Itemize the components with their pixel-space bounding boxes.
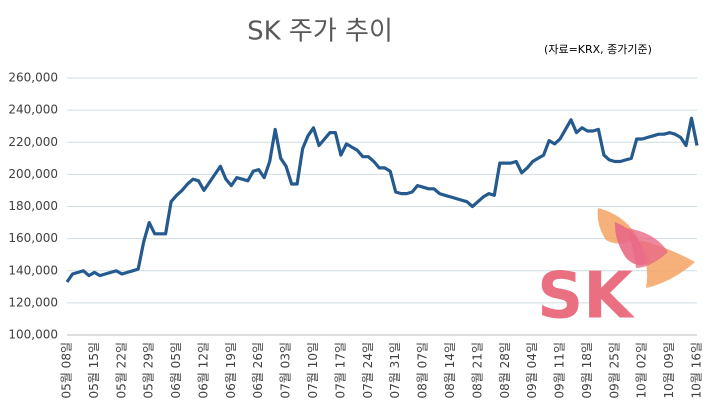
x-tick-label: 08월 28일 bbox=[498, 342, 512, 398]
x-tick-label: 07월 03일 bbox=[279, 342, 293, 398]
source-note: (자료=KRX, 종가기준) bbox=[544, 43, 652, 56]
y-tick-label: 160,000 bbox=[8, 231, 58, 245]
x-tick-label: 05월 29일 bbox=[142, 342, 156, 398]
logo-wing bbox=[626, 228, 668, 268]
x-tick-label: 09월 04일 bbox=[525, 342, 539, 398]
plot-area: 100,000 120,000 140,000 160,000 180,000 200,0… bbox=[8, 71, 703, 399]
x-tick-label: 09월 18일 bbox=[580, 342, 594, 398]
x-tick-label: 08월 21일 bbox=[470, 342, 484, 398]
x-tick-label: 10월 09일 bbox=[662, 342, 676, 398]
x-tick-label: 08월 07일 bbox=[416, 342, 430, 398]
x-tick-label: 09월 25일 bbox=[607, 342, 621, 398]
logo: SK bbox=[537, 208, 695, 334]
x-tick-label: 08월 14일 bbox=[443, 342, 457, 398]
y-tick-label: 240,000 bbox=[8, 103, 58, 117]
x-tick-label: 05월 08일 bbox=[60, 342, 74, 398]
x-tick-label: 06월 05일 bbox=[169, 342, 183, 398]
logo-text: SK bbox=[537, 260, 635, 334]
x-tick-label: 07월 17일 bbox=[333, 342, 347, 398]
x-tick-label: 06월 12일 bbox=[196, 342, 210, 398]
chart-title: SK 주가 추이 bbox=[247, 17, 393, 47]
x-tick-label: 10월 02일 bbox=[635, 342, 649, 398]
y-tick-label: 180,000 bbox=[8, 199, 58, 213]
x-tick-label: 10월 16일 bbox=[690, 342, 704, 398]
y-tick-label: 100,000 bbox=[8, 328, 58, 342]
y-tick-label: 220,000 bbox=[8, 135, 58, 149]
y-tick-label: 260,000 bbox=[8, 71, 58, 85]
y-tick-label: 120,000 bbox=[8, 295, 58, 309]
x-tick-label: 07월 10일 bbox=[306, 342, 320, 398]
x-tick-label: 05월 22일 bbox=[114, 342, 128, 398]
y-tick-label: 200,000 bbox=[8, 167, 58, 181]
x-tick-label: 06월 26일 bbox=[251, 342, 265, 398]
x-tick-label: 06월 19일 bbox=[224, 342, 238, 398]
price-line bbox=[65, 116, 699, 283]
x-tick-label: 05월 15일 bbox=[87, 342, 101, 398]
x-tick-label: 07월 31일 bbox=[388, 342, 402, 398]
x-tick-label: 07월 24일 bbox=[361, 342, 375, 398]
x-tick-label: 09월 11일 bbox=[553, 342, 567, 398]
y-tick-label: 140,000 bbox=[8, 263, 58, 277]
